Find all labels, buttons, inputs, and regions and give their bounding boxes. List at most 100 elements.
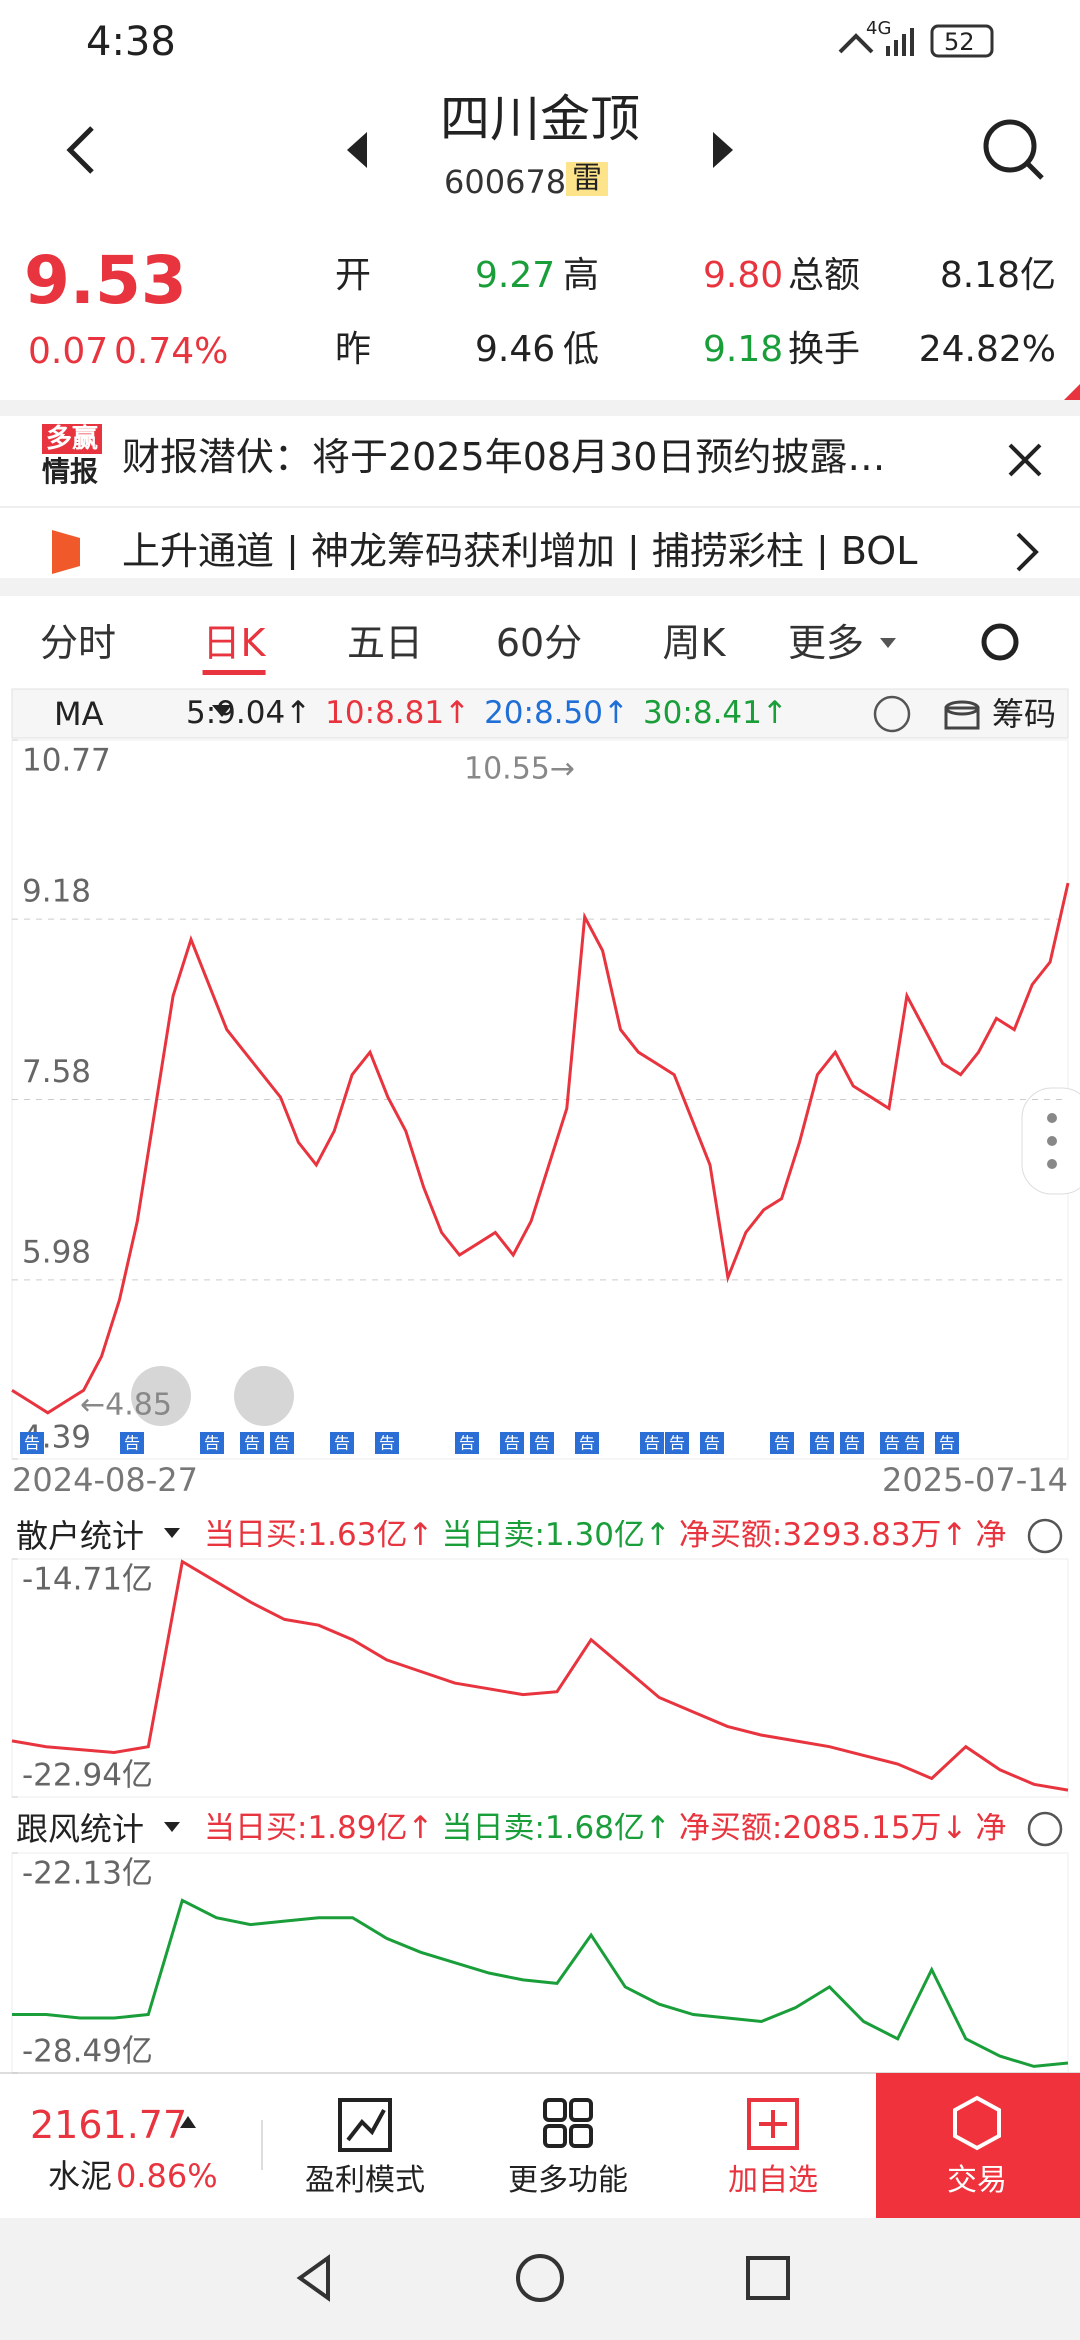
- event-label: 告: [844, 1434, 860, 1453]
- stat: 净买额:3293.83万↑: [678, 1520, 968, 1551]
- y-tick-label: -14.71亿: [22, 1562, 153, 1598]
- stat: 当日卖:1.30亿↑: [441, 1520, 671, 1551]
- tab[interactable]: 60分: [495, 621, 583, 665]
- event-label: 告: [884, 1434, 900, 1453]
- bottom-button[interactable]: 盈利模式: [305, 2163, 425, 2198]
- index-value: 2161.77: [30, 2103, 188, 2147]
- ma-label: 10:8.81↑: [325, 695, 471, 731]
- event-box: [375, 1432, 399, 1454]
- tab[interactable]: 分时: [39, 621, 117, 665]
- field-value: 24.82%: [918, 329, 1056, 370]
- event-label: 告: [904, 1434, 920, 1453]
- bottom-button[interactable]: 交易: [947, 2163, 1007, 2198]
- signals[interactable]: 上升通道 | 神龙筹码获利增加 | 捕捞彩柱 | BOL: [122, 532, 918, 570]
- change: 0.07: [28, 331, 109, 372]
- panel-title[interactable]: 跟风统计: [16, 1810, 145, 1848]
- status-time: 4:38: [86, 19, 176, 65]
- field-value: 9.46: [475, 329, 556, 370]
- field-label: 换手: [788, 329, 861, 370]
- settings[interactable]: [981, 623, 1019, 661]
- series-line: [12, 1898, 1069, 2068]
- stat: 净: [975, 1520, 1007, 1551]
- next[interactable]: [713, 132, 733, 168]
- stock-code: 600678: [444, 163, 567, 201]
- field-label: 低: [563, 329, 600, 370]
- series-line: [11, 882, 1070, 1415]
- stat: 当日卖:1.68亿↑: [441, 1813, 671, 1844]
- event-box: [665, 1432, 689, 1454]
- event-label: 告: [244, 1434, 260, 1453]
- y-tick-label: -28.49亿: [22, 2034, 153, 2070]
- badge: 雷: [566, 162, 608, 196]
- back[interactable]: [66, 126, 94, 174]
- panel-title[interactable]: 散户统计: [16, 1517, 145, 1555]
- add-icon[interactable]: [747, 2098, 799, 2150]
- field-label: 高: [563, 255, 600, 296]
- panel-stats: 当日买:1.63亿↑ 当日卖:1.30亿↑ 净买额:3293.83万↑ 净: [204, 1520, 1020, 1551]
- event-box: [270, 1432, 294, 1454]
- event-box: [840, 1432, 864, 1454]
- event-box: [530, 1432, 554, 1454]
- event-box: [20, 1432, 44, 1454]
- price: 9.53: [24, 242, 187, 319]
- tab[interactable]: 周K: [662, 621, 726, 665]
- event-box: [640, 1432, 664, 1454]
- indicator: MA: [54, 695, 104, 733]
- event-label: 告: [669, 1434, 685, 1453]
- event-box: [455, 1432, 479, 1454]
- more-signals[interactable]: [1016, 532, 1039, 572]
- nav-recent[interactable]: [746, 2256, 790, 2300]
- y-tick-label: 9.18: [22, 874, 91, 910]
- field-label: 总额: [788, 255, 861, 296]
- bottom-button[interactable]: 更多功能: [508, 2163, 628, 2198]
- nav-back[interactable]: [296, 2254, 330, 2302]
- prev[interactable]: [347, 132, 367, 168]
- event-label: 告: [644, 1434, 660, 1453]
- x-label: 2025-07-14: [882, 1461, 1068, 1499]
- tab[interactable]: 更多: [787, 621, 865, 665]
- field-value: 8.18亿: [939, 255, 1056, 296]
- index-name: 水泥: [48, 2157, 113, 2195]
- event-label: 告: [459, 1434, 475, 1453]
- ma-label: 20:8.50↑: [484, 695, 629, 731]
- logo-bottom: 情报: [42, 455, 99, 488]
- event-label: 告: [334, 1434, 350, 1453]
- event-box: [120, 1432, 144, 1454]
- field-label: 开: [335, 255, 372, 296]
- profit-icon[interactable]: [338, 2098, 392, 2152]
- event-label: 告: [939, 1434, 955, 1453]
- ma-labels: 5:9.04↑ 10:8.81↑ 20:8.50↑ 30:8.41↑: [186, 698, 802, 729]
- event-box: [200, 1432, 224, 1454]
- event-box: [810, 1432, 834, 1454]
- float-btn[interactable]: [234, 1366, 294, 1426]
- event-box: [575, 1432, 599, 1454]
- event-label: 告: [24, 1434, 40, 1453]
- event-label: 告: [704, 1434, 720, 1453]
- stat: 当日买:1.89亿↑: [204, 1813, 434, 1844]
- event-box: [240, 1432, 264, 1454]
- stat: 净买额:2085.15万↓: [678, 1813, 968, 1844]
- event-box: [700, 1432, 724, 1454]
- tab[interactable]: 日K: [202, 624, 266, 675]
- close[interactable]: [1008, 443, 1042, 477]
- change-pct: 0.74%: [114, 331, 229, 372]
- float-btn[interactable]: [131, 1366, 191, 1426]
- nav-home[interactable]: [516, 2254, 564, 2302]
- status-battery: 52: [944, 28, 975, 56]
- news-text[interactable]: 财报潜伏：将于2025年08月30日预约披露…: [122, 435, 886, 479]
- annotation: ←4.85: [80, 1388, 172, 1423]
- search[interactable]: [983, 119, 1037, 173]
- bottom-button[interactable]: 加自选: [728, 2163, 818, 2198]
- x-label: 2024-08-27: [12, 1461, 198, 1499]
- more-icon[interactable]: [543, 2098, 593, 2148]
- tab[interactable]: 五日: [346, 621, 424, 665]
- y-tick-label: 5.98: [22, 1234, 91, 1270]
- chip-button[interactable]: 筹码: [992, 695, 1057, 733]
- stat: 净: [975, 1813, 1007, 1844]
- y-tick-label: 10.77: [22, 743, 111, 779]
- field-value: 9.80: [703, 255, 784, 296]
- event-label: 告: [534, 1434, 550, 1453]
